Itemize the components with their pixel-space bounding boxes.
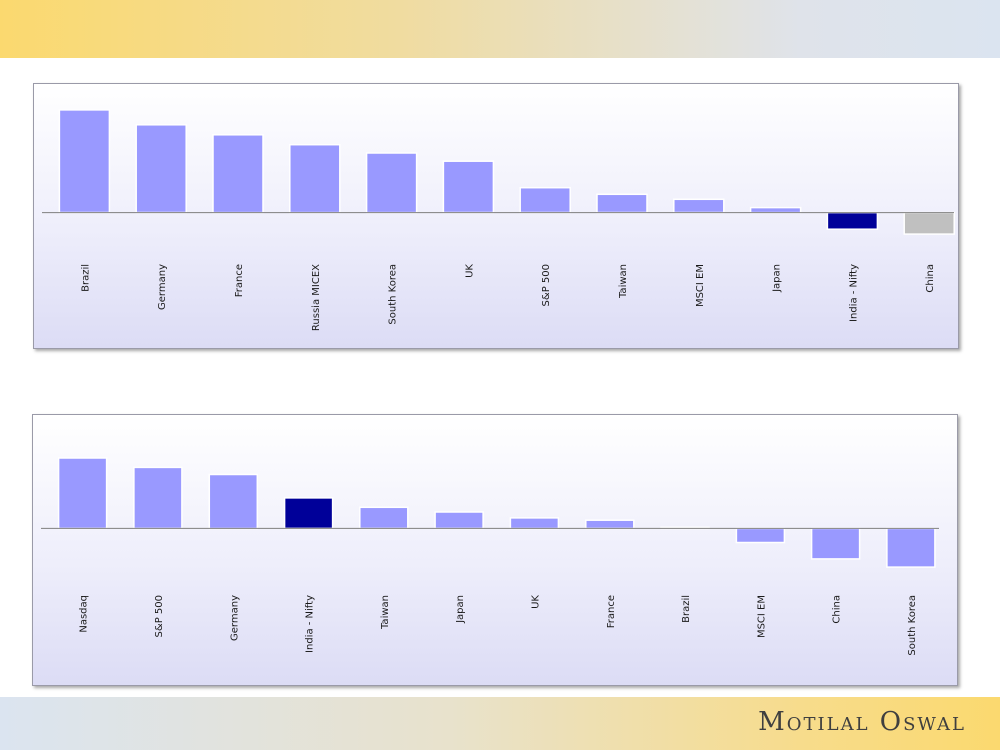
bar-france: [212, 134, 264, 214]
tick-label-uk: UK: [464, 264, 475, 278]
bar-germany: [208, 473, 259, 530]
tick-label-germany: Germany: [157, 264, 168, 310]
bar-s-p-500: [133, 466, 183, 530]
bar-uk: [442, 160, 495, 214]
tick-label-s-p-500: S&P 500: [541, 264, 552, 306]
bar-brazil: [58, 109, 111, 214]
bar-msci-em: [735, 527, 786, 544]
bar-chart-1: Brazil Germany France Russia MICEX South Kor…: [42, 109, 955, 331]
tick-label-uk: UK: [530, 595, 541, 609]
header-band: [0, 0, 1000, 58]
bar-chart-2: Nasdaq S&P 500 Germany India - Nifty Taiwan J…: [41, 457, 939, 656]
chart-panel-2: Nasdaq S&P 500 Germany India - Nifty Taiwan J…: [32, 414, 958, 686]
bar-russia-micex: [289, 143, 341, 214]
tick-label-taiwan: Taiwan: [618, 264, 629, 299]
tick-label-s-p-500: S&P 500: [154, 595, 165, 637]
tick-label-japan: Japan: [455, 595, 466, 624]
bar-india-nifty: [283, 497, 334, 530]
bar-south-korea: [886, 527, 936, 568]
tick-label-china: China: [925, 264, 936, 293]
bar-japan: [434, 511, 484, 530]
bar-france: [585, 519, 635, 530]
tick-label-taiwan: Taiwan: [380, 595, 391, 630]
bar-uk: [509, 517, 560, 530]
bar-india-nifty: [826, 211, 879, 230]
tick-label-china: China: [832, 595, 843, 624]
bar-taiwan: [596, 193, 648, 214]
tick-label-brazil: Brazil: [681, 595, 692, 623]
tick-label-japan: Japan: [772, 264, 783, 293]
bar-china: [903, 211, 955, 235]
bar-nasdaq: [57, 457, 108, 530]
tick-label-south-korea: South Korea: [388, 264, 399, 325]
bar-taiwan: [359, 506, 409, 530]
tick-label-russia-micex: Russia MICEX: [311, 264, 322, 331]
tick-label-india-nifty: India - Nifty: [848, 264, 859, 322]
tick-label-south-korea: South Korea: [907, 595, 918, 656]
tick-label-france: France: [234, 264, 245, 297]
tick-label-msci-em: MSCI EM: [695, 264, 706, 307]
bar-south-korea: [365, 152, 418, 214]
tick-label-brazil: Brazil: [80, 264, 91, 292]
bar-germany: [135, 124, 187, 214]
bar-china: [810, 527, 861, 560]
tick-label-india-nifty: India - Nifty: [305, 595, 316, 653]
brand-logo: Motilal Oswal: [758, 707, 966, 737]
bar-japan: [749, 206, 802, 214]
footer-band: [0, 697, 1000, 750]
tick-label-nasdaq: Nasdaq: [79, 595, 90, 633]
tick-label-msci-em: MSCI EM: [756, 595, 767, 638]
bar-s-p-500: [519, 186, 571, 214]
bar-msci-em: [673, 198, 725, 214]
chart-panel-1: Brazil Germany France Russia MICEX South Kor…: [33, 83, 959, 349]
tick-label-germany: Germany: [229, 595, 240, 641]
tick-label-france: France: [606, 595, 617, 628]
